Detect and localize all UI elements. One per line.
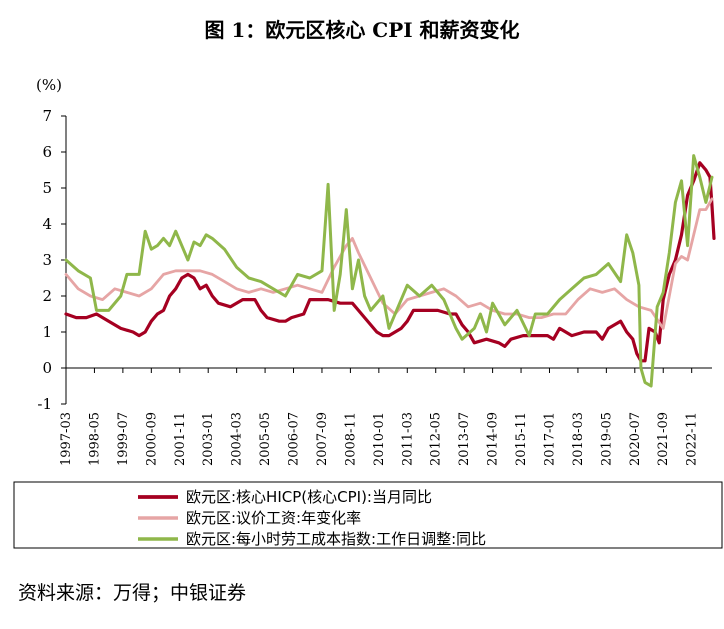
x-tick-label: 1998-05 — [87, 412, 102, 466]
x-tick-label: 2019-05 — [599, 412, 614, 466]
x-tick-label: 2015-11 — [514, 412, 529, 466]
legend-label-2: 欧元区:议价工资:年变化率 — [186, 509, 361, 527]
x-tick-label: 2006-07 — [287, 412, 302, 466]
y-unit-label: (%) — [36, 76, 62, 94]
series-line-3 — [64, 154, 714, 388]
x-tick-label: 2018-03 — [571, 412, 586, 466]
x-tick-label: 2000-09 — [144, 412, 159, 466]
legend-label-1: 欧元区:核心HICP(核心CPI):当月同比 — [186, 488, 432, 506]
x-tick-label: 2003-01 — [201, 412, 216, 466]
x-tick-label: 2012-05 — [429, 412, 444, 466]
x-tick-label: 1997-03 — [59, 412, 74, 466]
series-line-2 — [64, 197, 714, 330]
y-tick-label: -1 — [37, 395, 52, 413]
x-tick-label: 1999-07 — [116, 412, 131, 466]
x-tick-label: 2021-09 — [656, 412, 671, 466]
y-tick-label: 3 — [42, 251, 52, 269]
x-tick-label: 2014-09 — [486, 412, 501, 466]
x-tick-label: 2008-11 — [343, 412, 358, 466]
y-tick-label: 6 — [42, 143, 52, 161]
x-tick-label: 2013-07 — [457, 412, 472, 466]
series-line-1 — [64, 161, 716, 363]
y-axis: -1 0 1 2 3 4 5 6 7 — [37, 107, 67, 413]
series-group — [64, 154, 716, 388]
y-tick-label: 0 — [42, 359, 52, 377]
x-tick-label: 2020-07 — [628, 412, 643, 466]
chart-title: 图 1：欧元区核心 CPI 和薪资变化 — [204, 18, 520, 42]
source-note: 资料来源：万得；中银证券 — [18, 582, 247, 604]
legend-box — [13, 481, 723, 549]
y-tick-label: 4 — [42, 215, 52, 233]
legend: 欧元区:核心HICP(核心CPI):当月同比欧元区:议价工资:年变化率欧元区:每… — [13, 481, 723, 549]
x-tick-label: 2001-11 — [173, 412, 188, 466]
x-tick-label: 2004-03 — [230, 412, 245, 466]
x-tick-label: 2017-01 — [542, 412, 557, 466]
x-tick-label: 2010-01 — [372, 412, 387, 466]
x-tick-label: 2022-11 — [685, 412, 700, 466]
legend-label-3: 欧元区:每小时劳工成本指数:工作日调整:同比 — [186, 530, 486, 548]
y-tick-label: 7 — [42, 107, 52, 125]
x-tick-label: 2005-05 — [258, 412, 273, 466]
x-tick-label: 2007-09 — [315, 412, 330, 466]
y-tick-label: 1 — [42, 323, 52, 341]
y-tick-label: 5 — [42, 179, 52, 197]
y-tick-label: 2 — [42, 287, 52, 305]
x-axis: 1997-03 1998-05 1999-07 2000-09 2001-11 2003-… — [59, 367, 712, 466]
x-tick-label: 2011-03 — [400, 412, 415, 466]
